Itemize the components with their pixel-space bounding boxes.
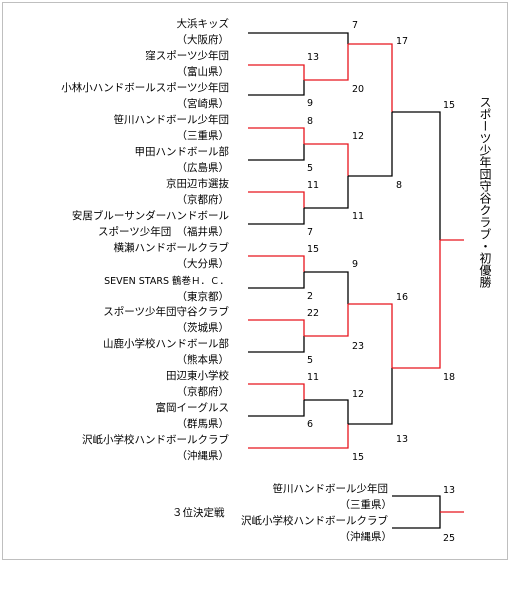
score: 16 bbox=[396, 292, 409, 303]
bracket-group bbox=[248, 32, 464, 529]
score: 12 bbox=[352, 131, 365, 142]
line-r2-c-win bbox=[348, 303, 393, 368]
champion-label: スポーツ少年団守谷クラブ・初優勝 bbox=[478, 96, 492, 288]
score: 5 bbox=[307, 355, 314, 366]
line-r2-d bbox=[348, 368, 393, 425]
line-team-0 bbox=[248, 32, 349, 44]
score: 25 bbox=[443, 533, 456, 544]
line-r1-e-win bbox=[304, 304, 349, 337]
line-r1-d bbox=[304, 271, 349, 304]
score: 15 bbox=[352, 452, 365, 463]
score: 13 bbox=[307, 52, 320, 63]
team-prefecture: （群馬県） bbox=[176, 418, 230, 430]
team-name: 小林小ハンドボールスポーツ少年団 bbox=[61, 82, 229, 94]
score: 2 bbox=[307, 291, 314, 302]
line-third-team-2 bbox=[392, 512, 441, 529]
team-name: 京田辺市選抜 bbox=[166, 178, 229, 190]
line-team-4 bbox=[248, 144, 305, 161]
score: 9 bbox=[352, 259, 359, 270]
score: 17 bbox=[396, 36, 409, 47]
third-place-team-name: 沢岻小学校ハンドボールクラブ bbox=[241, 515, 388, 527]
score: 18 bbox=[443, 372, 456, 383]
line-team-6 bbox=[248, 208, 305, 225]
score: 11 bbox=[307, 372, 320, 383]
score: 15 bbox=[307, 244, 320, 255]
score: 9 bbox=[307, 98, 314, 109]
line-team-8 bbox=[248, 272, 305, 289]
team-name: 窪スポーツ少年団 bbox=[145, 50, 229, 62]
line-team-7-win bbox=[248, 255, 305, 272]
line-team-3-win bbox=[248, 127, 305, 144]
score: 13 bbox=[443, 485, 456, 496]
team-prefecture: （富山県） bbox=[176, 66, 230, 78]
line-team-9-win bbox=[248, 319, 305, 336]
team-prefecture: （広島県） bbox=[176, 162, 230, 174]
score: 23 bbox=[352, 341, 365, 352]
team-prefecture: （宮崎県） bbox=[176, 98, 230, 110]
team-prefecture: （三重県） bbox=[176, 130, 230, 142]
team-name: 甲田ハンドボール部 bbox=[134, 146, 230, 158]
line-semi-top bbox=[392, 111, 441, 240]
team-prefecture: （京都府） bbox=[176, 194, 230, 206]
team-name: 笹川ハンドボール少年団 bbox=[113, 114, 230, 126]
score: 5 bbox=[307, 163, 314, 174]
score: 6 bbox=[307, 419, 314, 430]
team-name: SEVEN STARS 鶴巻Ｈ．Ｃ． bbox=[104, 276, 229, 287]
team-prefecture: （東京都） bbox=[176, 291, 230, 303]
team-name: 横瀬ハンドボールクラブ bbox=[113, 242, 230, 254]
line-team-11-win bbox=[248, 383, 305, 400]
team-prefecture: （沖縄県） bbox=[176, 450, 230, 462]
score: 7 bbox=[307, 227, 314, 238]
line-team-1-win bbox=[248, 64, 305, 80]
team-name: スポーツ少年団守谷クラブ bbox=[103, 306, 229, 318]
line-r1-f bbox=[304, 399, 349, 424]
line-team-5-win bbox=[248, 191, 305, 208]
score: 22 bbox=[307, 308, 320, 319]
team-prefecture: （熊本県） bbox=[176, 354, 230, 366]
team-name: 富岡イーグルス bbox=[155, 402, 230, 414]
line-r1-b-win bbox=[304, 143, 349, 176]
team-prefecture: （茨城県） bbox=[176, 322, 230, 334]
line-r2-b bbox=[348, 112, 393, 177]
line-semi-bottom-win bbox=[392, 240, 441, 369]
line-r2-a-win bbox=[348, 43, 393, 112]
bracket-frame bbox=[2, 2, 508, 560]
line-team-12 bbox=[248, 400, 305, 417]
third-place-title: ３位決定戦 bbox=[172, 507, 225, 519]
third-place-team-prefecture: （三重県） bbox=[339, 499, 393, 511]
team-name: 沢岻小学校ハンドボールクラブ bbox=[82, 434, 229, 446]
team-prefecture: （大阪府） bbox=[176, 34, 230, 46]
score: 11 bbox=[352, 211, 365, 222]
team-prefecture: （京都府） bbox=[176, 386, 230, 398]
team-name: 安居ブルーサンダーハンドボール bbox=[71, 210, 229, 222]
team-prefecture: （大分県） bbox=[176, 258, 230, 270]
line-r1-c bbox=[304, 176, 349, 209]
team-name: 山鹿小学校ハンドボール部 bbox=[103, 338, 229, 350]
third-place-team-prefecture: （沖縄県） bbox=[339, 531, 393, 543]
team-name: 大浜キッズ bbox=[176, 18, 230, 30]
score: 8 bbox=[396, 180, 403, 191]
line-third-team-1 bbox=[392, 495, 441, 512]
line-team-10 bbox=[248, 336, 305, 353]
score: 11 bbox=[307, 180, 320, 191]
third-place-team-name: 笹川ハンドボール少年団 bbox=[272, 483, 389, 495]
score: 15 bbox=[443, 100, 456, 111]
score: 20 bbox=[352, 84, 365, 95]
team-prefecture: スポーツ少年団 （福井県） bbox=[97, 226, 229, 238]
line-team-13-win bbox=[248, 424, 349, 449]
team-name: 田辺東小学校 bbox=[166, 370, 229, 382]
score: 8 bbox=[307, 116, 314, 127]
score: 12 bbox=[352, 389, 365, 400]
line-r1-a-win bbox=[304, 44, 349, 81]
score: 7 bbox=[352, 20, 359, 31]
score: 13 bbox=[396, 434, 409, 445]
line-team-2 bbox=[248, 80, 305, 96]
